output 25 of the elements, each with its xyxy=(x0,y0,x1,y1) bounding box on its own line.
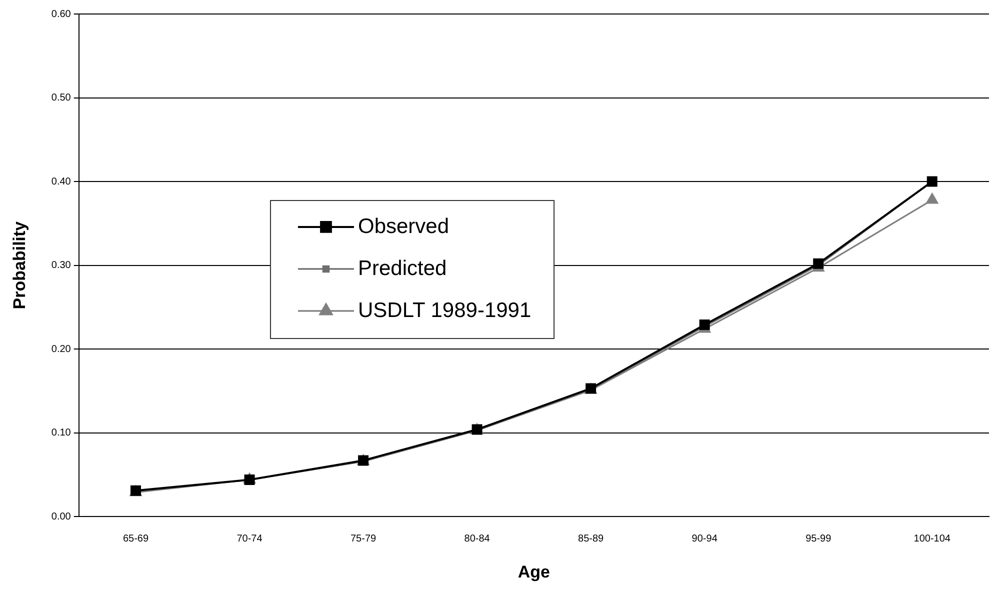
x-axis-title: Age xyxy=(518,562,550,582)
y-tick-label: 0.60 xyxy=(51,8,72,20)
y-tick-label: 0.20 xyxy=(51,344,72,355)
x-tick-label: 70-74 xyxy=(236,533,263,544)
x-tick-label: 85-89 xyxy=(578,533,604,544)
y-tick-label: 0.30 xyxy=(51,260,72,272)
point xyxy=(926,193,938,204)
y-tick-label: 0.40 xyxy=(51,176,72,188)
x-tick-label: 95-99 xyxy=(806,533,832,544)
x-tick-label: 90-94 xyxy=(692,533,718,544)
point xyxy=(699,320,710,330)
point xyxy=(244,474,255,485)
y-tick-label: 0.10 xyxy=(51,428,72,439)
legend-label: USDLT 1989-1991 xyxy=(358,298,532,322)
point xyxy=(813,258,824,269)
x-tick-label: 75-79 xyxy=(350,533,377,544)
x-tick-label: 80-84 xyxy=(464,533,490,544)
point xyxy=(926,176,938,187)
y-tick-label: 0.00 xyxy=(51,511,72,522)
legend-label: Predicted xyxy=(358,256,447,280)
x-tick-label: 100-104 xyxy=(914,533,951,544)
y-axis-title: Probability xyxy=(10,220,29,310)
legend-label: Observed xyxy=(358,214,450,238)
y-tick-label: 0.50 xyxy=(51,92,72,104)
x-tick-label: 65-69 xyxy=(122,533,149,544)
